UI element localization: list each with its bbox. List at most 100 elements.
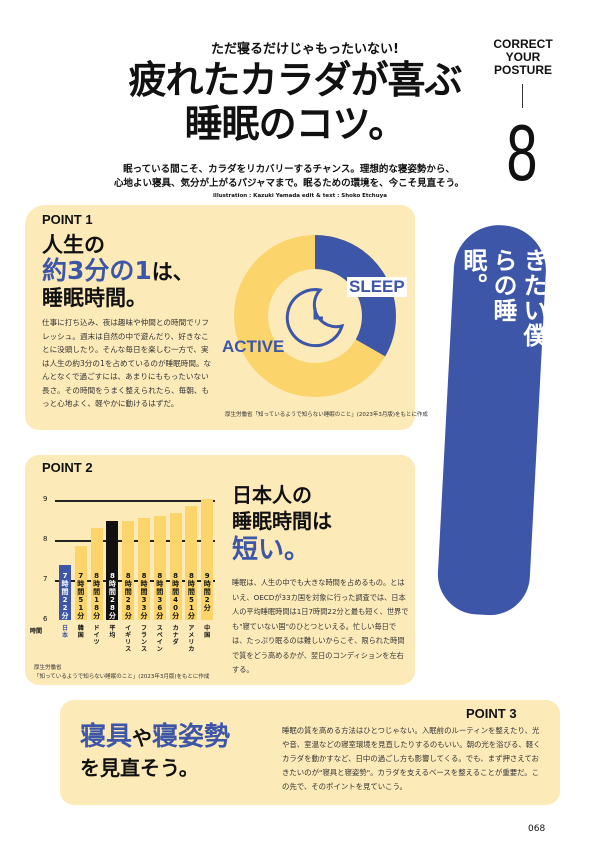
x-tick-label-wrap: アメリカ xyxy=(184,625,198,653)
x-tick-label: アメリカ xyxy=(188,625,195,653)
active-label: ACTIVE xyxy=(222,337,285,356)
sleep-slice xyxy=(234,235,396,397)
divider xyxy=(522,84,523,108)
bar xyxy=(90,528,103,620)
y-tick-label: 7 xyxy=(43,575,48,583)
point2-card xyxy=(25,455,415,685)
panel-body: 毎日、考えることは山ほどある。けれど、毎日の眠る時間を意識することは案外少ない。 xyxy=(546,370,577,483)
x-tick-label: 中国 xyxy=(204,625,211,639)
x-tick-label-wrap: 平均 xyxy=(105,625,119,639)
point2-tag: POINT 2 xyxy=(42,460,93,475)
x-tick-label-wrap: 中国 xyxy=(200,625,214,639)
bar xyxy=(138,518,150,620)
x-tick-label-wrap: スペイン xyxy=(153,625,167,653)
gridline xyxy=(55,500,215,502)
bar xyxy=(153,516,166,620)
bar-value-label: 8時間40分 xyxy=(172,572,180,620)
bar-value-label: 8時間28分 xyxy=(108,572,116,620)
bar-value-label-wrap: 7時間51分 xyxy=(75,572,87,620)
x-tick-label-wrap: 日本 xyxy=(58,625,72,639)
bar-value-label: 7時間22分 xyxy=(61,572,69,620)
bar-value-label-wrap: 8時間40分 xyxy=(170,572,182,620)
x-tick-label: フランス xyxy=(140,625,147,653)
x-tick-label: イギリス xyxy=(125,625,132,653)
x-tick-label-wrap: ドイツ xyxy=(90,625,104,646)
heading-line: 睡眠時間。 xyxy=(42,286,147,310)
point1-body: 仕事に打ち込み、夜は趣味や仲間との時間でリフレッシュ。週末は自然の中で遊んだり、… xyxy=(42,318,212,408)
point1-source: 厚生労働省「知っているようで知らない睡眠のこと」(2023年3月版)をもとに作成 xyxy=(225,412,428,418)
panel-title: 知っておきたい僕らの睡眠。 xyxy=(459,248,577,348)
series-label: CORRECT YOUR POSTURE xyxy=(488,38,558,77)
x-tick-label-wrap: カナダ xyxy=(169,625,183,646)
heading-line: 睡眠時間は xyxy=(232,509,332,533)
point2-body: 睡眠は、人生の中でも大きな時間を占めるもの。とはいえ、OECDが33カ国を対象に… xyxy=(232,578,409,674)
lead-line: 眠っている間こそ、カラダをリカバリーするチャンス。理想的な寝姿勢から、 xyxy=(123,164,455,175)
bar-value-label-wrap: 8時間18分 xyxy=(91,572,103,620)
point1-card xyxy=(25,205,415,430)
title-line: 睡眠のコツ。 xyxy=(184,102,407,146)
series-line: POSTURE xyxy=(493,63,552,77)
bar-value-label-wrap: 8時間28分 xyxy=(106,572,118,620)
x-tick-label: ドイツ xyxy=(93,625,100,646)
feature-panel-text: 知っておきたい僕らの睡眠。 毎日、考えることは山ほどある。けれど、毎日の眠る時間… xyxy=(458,248,578,603)
sleep-time-bar-chart: 6 7 8 9 7時間22分 日本 7時間51分 韓国 8時間18分 ドイツ 8時間28分 平均 8時間… xyxy=(43,495,215,653)
bar-value-label-wrap: 8時間33分 xyxy=(138,572,150,620)
y-tick-label: 8 xyxy=(43,535,48,543)
bar-value-label: 7時間51分 xyxy=(77,572,85,620)
source-line: 「知っているようで知らない睡眠のこと」(2023年3月版)をもとに作成 xyxy=(34,674,210,680)
point3-body: 睡眠の質を高める方法はひとつじゃない。入眠前のルーティンを整えたり、光や音、室温… xyxy=(282,726,541,791)
bar xyxy=(201,498,214,620)
point2-source: 厚生労働省「知っているようで知らない睡眠のこと」(2023年3月版)をもとに作成 xyxy=(34,664,209,682)
bar-value-label: 8時間51分 xyxy=(187,572,195,620)
gridline xyxy=(55,540,215,542)
y-tick-label: 6 xyxy=(43,615,48,623)
x-tick-label-wrap: フランス xyxy=(137,625,151,653)
bar-value-label: 8時間28分 xyxy=(124,572,132,620)
panel-body: "眠り"は人生を整えるための確かなツール。その意味を、今あらためて考えてみたい。 xyxy=(546,491,577,596)
heading-text: や xyxy=(132,726,153,750)
page-number: 068 xyxy=(528,824,546,834)
bar xyxy=(169,513,182,620)
x-tick-label: スペイン xyxy=(156,625,163,653)
credit: illustration : Kazuki Yamada edit & text… xyxy=(213,193,387,199)
heading-text: は、 xyxy=(151,260,194,284)
bar-value-label-wrap: 9時間2分 xyxy=(201,572,213,612)
heading-emph: 寝具 xyxy=(80,722,133,752)
bar-value-label: 8時間33分 xyxy=(140,572,148,620)
heading-line: 日本人の xyxy=(232,483,312,507)
x-tick-label-wrap: 韓国 xyxy=(74,625,88,639)
bar xyxy=(185,506,198,620)
y-axis-label: 時間 xyxy=(30,628,43,635)
bar-value-label-wrap: 8時間36分 xyxy=(154,572,166,620)
bar xyxy=(59,565,71,620)
x-tick-label: 韓国 xyxy=(77,625,84,639)
moon-clock-icon xyxy=(285,288,345,348)
lead-line: 心地よい寝具、気分が上がるパジャマまで。眠るための環境を、今こそ見直そう。 xyxy=(113,178,465,189)
bar-value-label-wrap: 8時間51分 xyxy=(185,572,197,620)
bar-value-label: 8時間36分 xyxy=(156,572,164,620)
point2-heading: 日本人の 睡眠時間は 短い。 xyxy=(232,482,332,566)
y-tick-label: 9 xyxy=(43,495,48,503)
point3-heading: 寝具や寝姿勢 を見直そう。 xyxy=(80,722,230,783)
sleep-donut-chart xyxy=(234,235,396,397)
lead: 眠っている間こそ、カラダをリカバリーするチャンス。理想的な寝姿勢から、 心地よい寝… xyxy=(95,163,483,191)
point3-card xyxy=(60,700,560,805)
heading-line: 人生の xyxy=(42,233,105,257)
bar xyxy=(106,521,119,620)
heading-emph: 約3分の1 xyxy=(42,256,152,285)
point1-heading: 人生の 約3分の1は、 睡眠時間。 xyxy=(42,232,194,311)
source-line: 厚生労働省 xyxy=(34,665,62,671)
heading-line: を見直そう。 xyxy=(80,756,199,780)
x-tick-label: 日本 xyxy=(61,625,68,639)
x-tick-label: カナダ xyxy=(172,625,179,646)
gridline xyxy=(55,580,215,582)
x-tick-label: 平均 xyxy=(109,625,116,639)
bar-value-label: 9時間2分 xyxy=(203,572,211,612)
heading-emph: 寝姿勢 xyxy=(152,722,231,752)
sleep-label: SLEEP xyxy=(347,277,407,297)
page-title: 疲れたカラダが喜ぶ 睡眠のコツ。 xyxy=(110,58,480,146)
title-line: 疲れたカラダが喜ぶ xyxy=(128,58,462,102)
series-number: 8 xyxy=(506,108,538,197)
bar xyxy=(122,521,135,620)
bar-value-label-wrap: 7時間22分 xyxy=(59,572,71,620)
